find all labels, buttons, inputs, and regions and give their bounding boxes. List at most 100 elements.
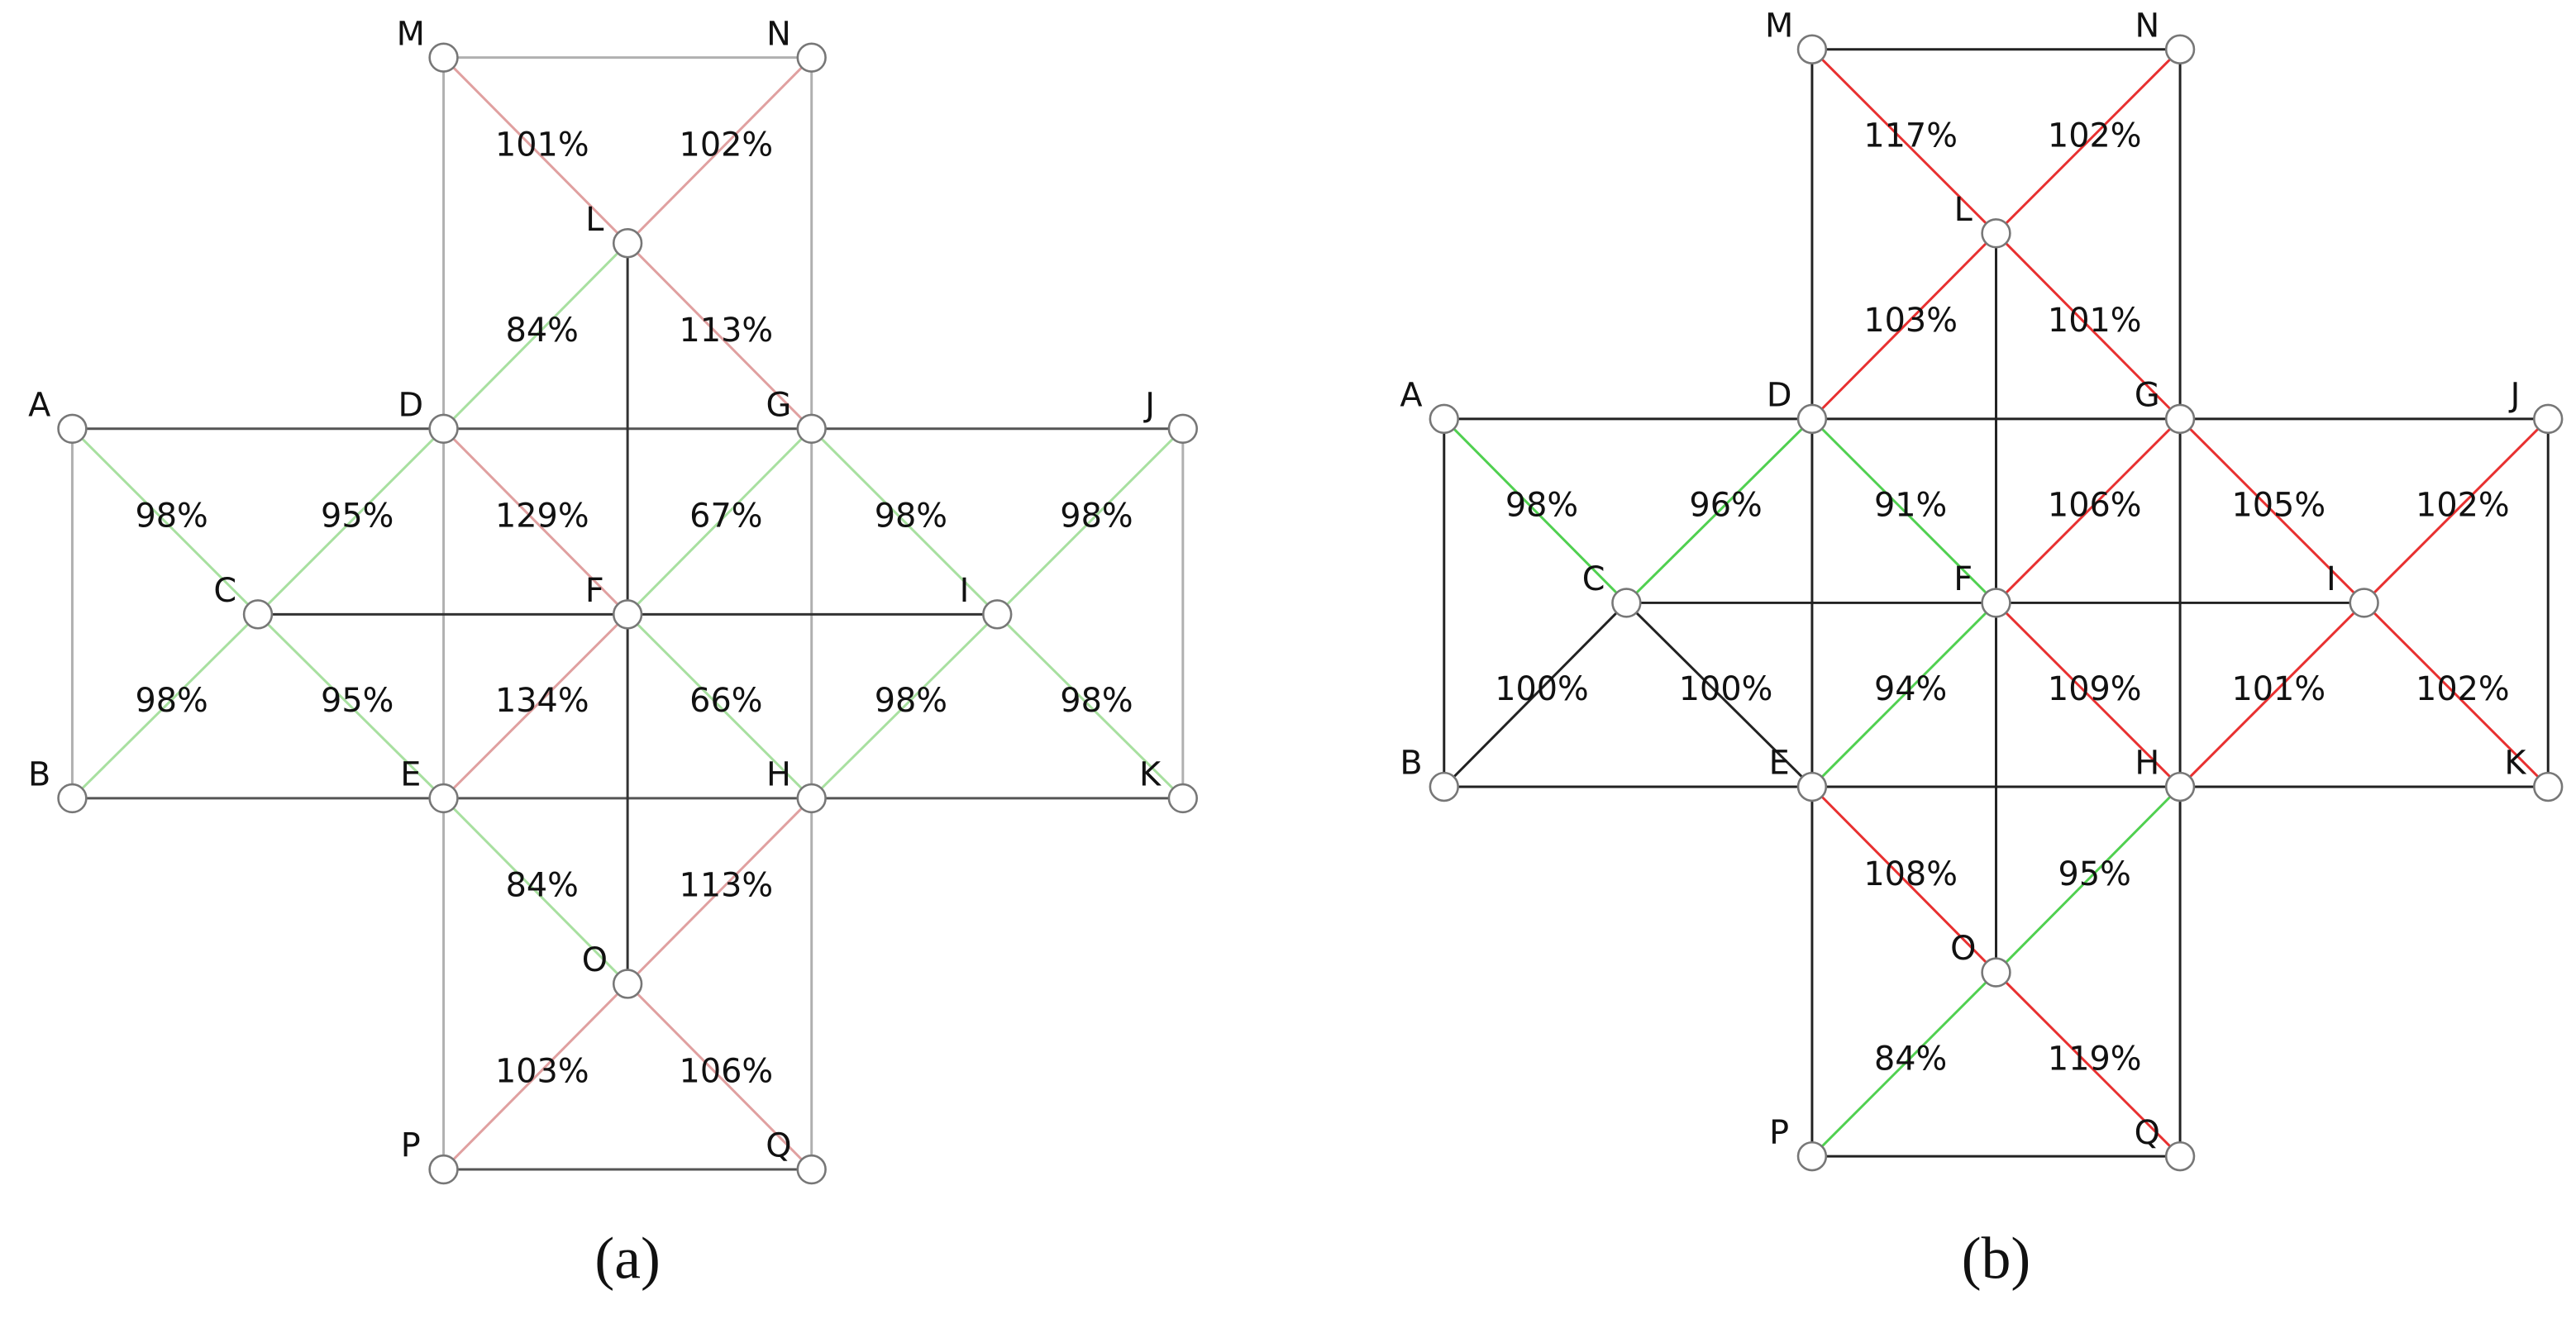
edge [1625, 417, 1813, 604]
node [1796, 403, 1828, 435]
edge-label: 84% [506, 312, 579, 350]
edge [442, 613, 629, 799]
edge [2179, 417, 2365, 604]
node [2533, 403, 2564, 435]
edge-label: 95% [321, 682, 394, 720]
edge-label: 94% [1874, 670, 1947, 708]
node [2533, 771, 2564, 802]
node [1167, 783, 1198, 814]
edge [1995, 417, 2182, 604]
edge [71, 613, 260, 799]
edge-label: 100% [1495, 670, 1589, 708]
edge-label: 98% [1060, 682, 1133, 720]
edge [1995, 785, 2182, 974]
edge [996, 613, 1184, 799]
node-label: N [766, 15, 791, 53]
caption: (b) [1962, 1226, 2030, 1292]
edge [627, 613, 813, 799]
node-label: I [2326, 560, 2336, 598]
node-label: G [766, 386, 792, 424]
node [1981, 957, 2011, 988]
node-label: B [28, 756, 50, 794]
edge [256, 613, 445, 799]
node [2349, 588, 2379, 618]
edge-label: 113% [680, 867, 774, 905]
edge-labels: 117% 102% 103% 101% 98% 96% 91% 106% 105% 102% 100… [1495, 117, 2509, 1079]
edge-label: 95% [321, 498, 394, 536]
node [428, 783, 459, 814]
node-label: P [1769, 1114, 1789, 1152]
node [2164, 403, 2196, 435]
edge [1810, 48, 1997, 235]
node [1167, 413, 1198, 444]
edge-label: 103% [1863, 302, 1958, 340]
edge [627, 983, 813, 1171]
panel: 117% 102% 103% 101% 98% 96% 91% 106% 105% 102% 100… [1400, 7, 2564, 1292]
edge [442, 56, 629, 245]
node [612, 599, 643, 630]
edge-label: 106% [680, 1052, 774, 1090]
node-label: L [1954, 191, 1973, 229]
edge-label: 98% [875, 498, 947, 536]
edge [1443, 602, 1628, 788]
edge-label: 98% [1505, 487, 1578, 525]
node-label: M [1765, 7, 1793, 45]
edge-label: 134% [495, 682, 589, 720]
node-label: N [2135, 7, 2159, 45]
node-label: Q [2135, 1114, 2160, 1152]
node [2164, 34, 2196, 64]
node [1429, 403, 1459, 435]
edge [810, 613, 999, 799]
node-label: H [766, 756, 791, 794]
node [1611, 588, 1642, 618]
edge-label: 102% [2416, 487, 2510, 525]
edge [442, 983, 629, 1171]
edge [1810, 602, 1997, 788]
edge-label: 109% [2048, 670, 2142, 708]
edge-label: 84% [1874, 1040, 1947, 1078]
edge-label: 98% [136, 498, 208, 536]
node [796, 42, 827, 73]
edge-label: 108% [1863, 855, 1958, 893]
edge [1810, 971, 1997, 1158]
node-label: E [400, 756, 421, 794]
node-label: H [2135, 745, 2159, 783]
node [982, 599, 1013, 630]
edge-label: 101% [2048, 302, 2142, 340]
node [612, 228, 643, 259]
node [2164, 771, 2196, 802]
node-label: K [1139, 756, 1162, 794]
node [1429, 771, 1459, 802]
edge [1995, 971, 2182, 1158]
node [428, 413, 459, 444]
edge [627, 797, 813, 985]
edge [2363, 417, 2550, 604]
node [1796, 1140, 1828, 1172]
node-label: O [1950, 930, 1976, 968]
node [1796, 771, 1828, 802]
node-label: J [2508, 377, 2521, 415]
node-label: K [2504, 745, 2526, 783]
node [428, 42, 459, 73]
node-label: C [213, 572, 236, 610]
edge-label: 66% [689, 682, 762, 720]
node-label: A [28, 386, 50, 424]
node-label: I [960, 572, 970, 610]
edge-label: 98% [875, 682, 947, 720]
edge [1810, 417, 1997, 604]
edge [1995, 232, 2182, 420]
edge [71, 427, 260, 616]
node-label: E [1769, 745, 1790, 783]
edge [256, 427, 445, 616]
edge-label: 67% [689, 498, 762, 536]
edge-label: 101% [495, 126, 589, 164]
edge [1443, 417, 1628, 604]
caption: (a) [594, 1226, 660, 1292]
edge [996, 427, 1184, 616]
edge [2363, 602, 2550, 788]
node-label: D [398, 386, 424, 424]
edge-label: 106% [2048, 487, 2142, 525]
node [1981, 588, 2011, 618]
node-label: D [1767, 377, 1792, 415]
